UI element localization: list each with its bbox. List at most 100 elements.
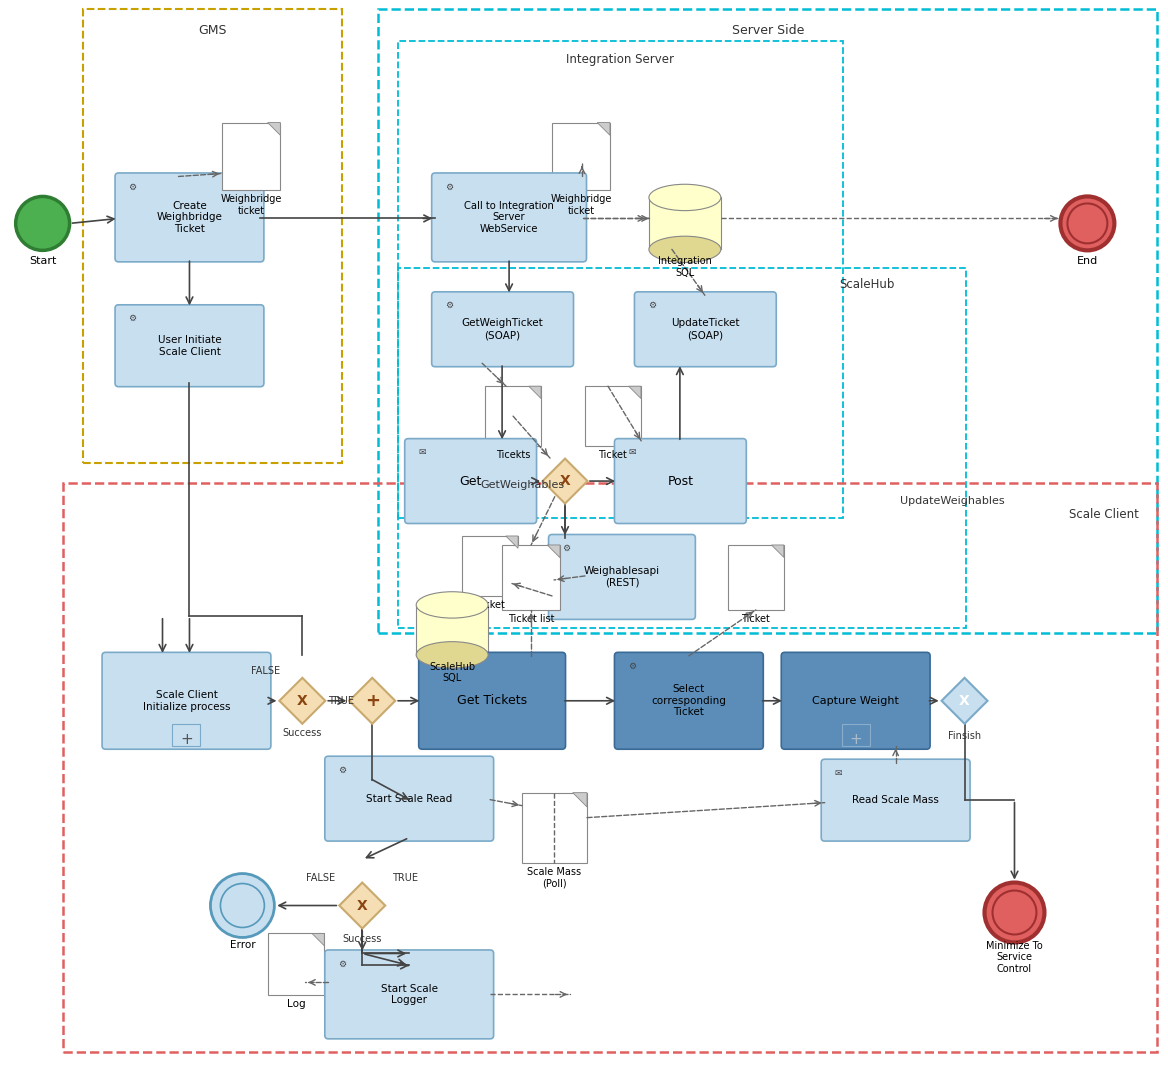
Text: X: X <box>297 694 307 708</box>
Bar <box>728 545 784 610</box>
Text: ScaleHub
SQL: ScaleHub SQL <box>429 662 475 684</box>
Text: Weighbridge
ticket: Weighbridge ticket <box>550 194 612 216</box>
FancyBboxPatch shape <box>418 653 565 750</box>
Text: UpdateTicket
(SOAP): UpdateTicket (SOAP) <box>672 318 739 340</box>
Text: Call to Integration
Server
WebService: Call to Integration Server WebService <box>464 201 554 234</box>
Text: Finsish: Finsish <box>948 731 981 741</box>
Bar <box>842 724 870 745</box>
Circle shape <box>993 891 1036 934</box>
Text: Scale Client
Initialize process: Scale Client Initialize process <box>142 690 230 711</box>
Polygon shape <box>548 545 559 557</box>
Text: +: + <box>849 733 862 748</box>
Bar <box>398 41 842 518</box>
Bar <box>502 545 559 610</box>
Text: Select
corresponding
Ticket: Select corresponding Ticket <box>652 685 726 718</box>
Polygon shape <box>506 536 519 548</box>
Text: Ticket list: Ticket list <box>508 614 555 624</box>
Bar <box>649 198 721 249</box>
Text: GMS: GMS <box>199 23 227 36</box>
Circle shape <box>221 883 264 927</box>
Text: X: X <box>357 898 368 912</box>
Polygon shape <box>543 458 588 503</box>
FancyBboxPatch shape <box>614 439 746 523</box>
Text: Ticket: Ticket <box>598 450 627 460</box>
Text: Weighbridge
ticket: Weighbridge ticket <box>221 194 283 216</box>
Text: +: + <box>180 733 193 748</box>
FancyBboxPatch shape <box>781 653 930 750</box>
Text: Scale Mass
(Poll): Scale Mass (Poll) <box>528 866 582 889</box>
Text: TRUE: TRUE <box>328 695 354 706</box>
Polygon shape <box>312 933 325 946</box>
Text: Ticekts: Ticekts <box>496 450 530 460</box>
Text: Success: Success <box>283 727 322 738</box>
Text: Start Scale Read: Start Scale Read <box>366 794 452 803</box>
Polygon shape <box>628 387 641 398</box>
Ellipse shape <box>649 236 721 263</box>
Text: ⚙: ⚙ <box>445 301 453 311</box>
Ellipse shape <box>416 592 488 618</box>
Text: UpdateWeighables: UpdateWeighables <box>899 496 1004 506</box>
Text: User Initiate
Scale Client: User Initiate Scale Client <box>158 335 221 357</box>
Text: Minimize To
Service
Control: Minimize To Service Control <box>986 941 1043 974</box>
Text: Get: Get <box>459 474 482 488</box>
Polygon shape <box>267 123 280 136</box>
Text: Ticket: Ticket <box>742 614 770 624</box>
Polygon shape <box>597 123 610 136</box>
FancyBboxPatch shape <box>102 653 271 750</box>
Text: X: X <box>559 474 570 488</box>
FancyBboxPatch shape <box>614 653 763 750</box>
Text: Server Side: Server Side <box>731 23 804 36</box>
Bar <box>485 387 541 446</box>
Circle shape <box>985 882 1044 942</box>
Text: End: End <box>1077 256 1098 266</box>
Bar <box>416 604 488 655</box>
FancyBboxPatch shape <box>116 173 264 262</box>
Circle shape <box>1068 203 1107 244</box>
Text: Integration Server: Integration Server <box>566 52 674 65</box>
Circle shape <box>210 874 274 938</box>
Text: GetWeighTicket
(SOAP): GetWeighTicket (SOAP) <box>461 318 543 340</box>
Text: Read Scale Mass: Read Scale Mass <box>853 796 939 805</box>
Text: ⚙: ⚙ <box>628 662 637 671</box>
Polygon shape <box>941 678 987 724</box>
Text: FALSE: FALSE <box>306 873 335 882</box>
Text: Start: Start <box>29 256 56 266</box>
FancyBboxPatch shape <box>405 439 536 523</box>
FancyBboxPatch shape <box>325 756 494 842</box>
Bar <box>522 792 588 863</box>
Polygon shape <box>529 387 541 398</box>
Polygon shape <box>339 882 385 928</box>
Ellipse shape <box>649 185 721 210</box>
Text: ⚙: ⚙ <box>339 959 347 969</box>
Text: TRUE: TRUE <box>392 873 418 882</box>
FancyBboxPatch shape <box>821 759 971 842</box>
Polygon shape <box>279 678 326 724</box>
Text: ⚙: ⚙ <box>128 314 137 324</box>
Bar <box>269 933 325 995</box>
Bar <box>222 123 280 190</box>
Text: ⚙: ⚙ <box>128 183 137 191</box>
Text: Start Scale
Logger: Start Scale Logger <box>381 984 438 1005</box>
Text: Ticket: Ticket <box>475 600 505 610</box>
Text: GetWeighables: GetWeighables <box>480 481 564 490</box>
Text: Capture Weight: Capture Weight <box>812 695 899 706</box>
Bar <box>173 724 201 745</box>
FancyBboxPatch shape <box>325 949 494 1039</box>
Text: Post: Post <box>667 474 694 488</box>
Polygon shape <box>771 545 784 557</box>
FancyBboxPatch shape <box>432 292 573 366</box>
Bar <box>83 9 342 464</box>
Bar <box>552 123 610 190</box>
Bar <box>398 268 966 628</box>
Circle shape <box>15 197 70 250</box>
Text: ⚙: ⚙ <box>339 766 347 774</box>
Polygon shape <box>572 792 588 807</box>
Text: ✉: ✉ <box>628 449 635 457</box>
Bar <box>585 387 641 446</box>
Bar <box>63 483 1157 1052</box>
Text: +: + <box>364 692 380 710</box>
Text: ⚙: ⚙ <box>562 544 570 553</box>
Polygon shape <box>349 678 395 724</box>
Text: X: X <box>959 694 969 708</box>
Text: ✉: ✉ <box>835 769 842 778</box>
